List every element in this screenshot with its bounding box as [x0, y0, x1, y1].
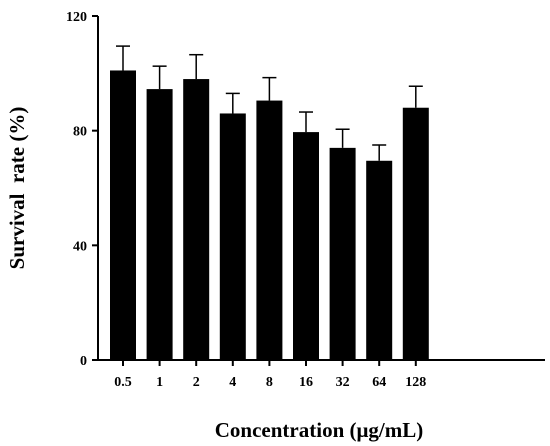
- x-tick-label: 128: [405, 375, 426, 390]
- y-axis-title: Survival rate (%): [5, 107, 29, 270]
- x-tick-label: 1: [156, 375, 163, 390]
- y-tick-label: 120: [66, 10, 87, 25]
- bar: [402, 107, 429, 360]
- x-tick-label: 16: [299, 375, 313, 390]
- x-tick-label: 4: [229, 375, 236, 390]
- y-tick-label: 80: [73, 125, 87, 140]
- x-tick-label: 32: [336, 375, 350, 390]
- bar: [293, 132, 319, 360]
- bar-series: [110, 70, 429, 361]
- x-axis-title: Concentration (μg/mL): [215, 418, 423, 442]
- bar: [329, 147, 356, 360]
- x-tick-label: 2: [193, 375, 200, 390]
- error-bars: [116, 45, 423, 161]
- x-axis-ticks: 0.5 1 2 4 8 16 32 64 128: [114, 360, 426, 390]
- y-axis-ticks: 0 40 80 120: [66, 10, 98, 369]
- bar: [256, 100, 283, 361]
- bar: [183, 79, 210, 361]
- x-tick-label: 8: [266, 375, 273, 390]
- x-tick-label: 64: [372, 375, 386, 390]
- x-tick-label: 0.5: [114, 375, 132, 390]
- bar: [146, 89, 173, 360]
- y-tick-label: 0: [80, 354, 87, 369]
- bar: [366, 160, 393, 360]
- bar: [110, 70, 136, 360]
- y-tick-label: 40: [73, 239, 87, 254]
- bar: [219, 113, 246, 360]
